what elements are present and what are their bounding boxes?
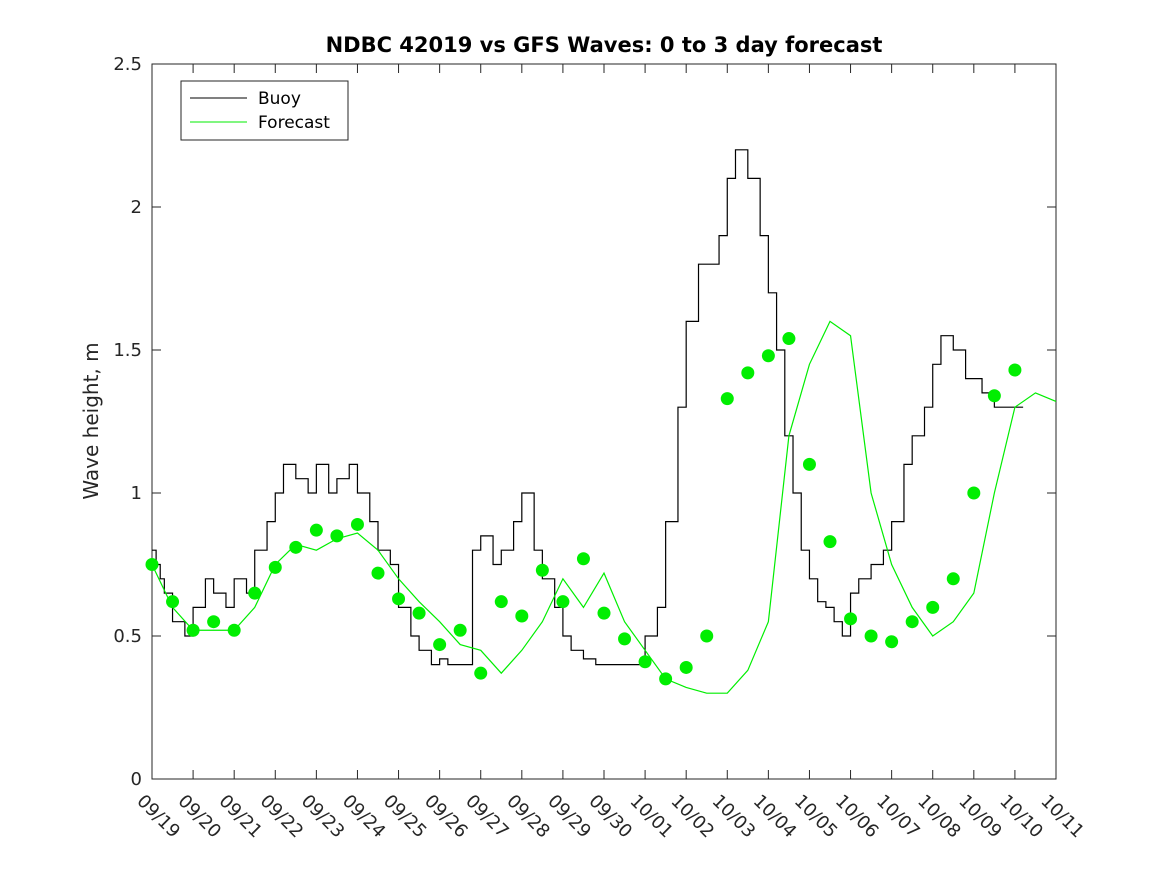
- x-tick-label: 10/07: [872, 791, 924, 843]
- forecast-marker: [494, 595, 508, 609]
- x-tick-label: 10/06: [831, 791, 883, 843]
- x-tick-label: 10/11: [1036, 791, 1088, 843]
- x-tick-label: 10/05: [790, 791, 842, 843]
- forecast-marker: [597, 606, 611, 620]
- x-tick-label: 09/29: [543, 791, 595, 843]
- forecast-marker: [967, 486, 981, 500]
- x-tick-label: 10/09: [954, 791, 1006, 843]
- forecast-marker: [905, 615, 919, 629]
- forecast-marker: [453, 623, 467, 637]
- forecast-marker: [1008, 363, 1022, 377]
- forecast-marker: [679, 660, 693, 674]
- forecast-marker: [433, 638, 447, 652]
- series-layer: [151, 149, 1057, 694]
- y-axis-label: Wave height, m: [79, 342, 103, 499]
- x-tick-label: 09/21: [215, 791, 267, 843]
- forecast-marker: [638, 655, 652, 669]
- legend-buoy-label: Buoy: [258, 89, 301, 109]
- legend: Buoy Forecast: [180, 80, 349, 141]
- forecast-marker: [720, 392, 734, 406]
- y-axis-ticks: 0 0.5 1 1.5 2 2.5: [113, 54, 1056, 790]
- forecast-marker: [392, 592, 406, 606]
- x-tick-label: 09/22: [256, 791, 308, 843]
- y-tick-label: 1.5: [113, 340, 142, 361]
- forecast-marker: [659, 672, 673, 686]
- x-tick-label: 09/30: [584, 791, 636, 843]
- x-tick-label: 10/10: [995, 791, 1047, 843]
- forecast-marker: [248, 586, 262, 600]
- x-tick-label: 10/02: [667, 791, 719, 843]
- forecast-marker: [371, 566, 385, 580]
- forecast-marker: [515, 609, 529, 623]
- legend-forecast-label: Forecast: [258, 113, 330, 133]
- forecast-marker: [330, 529, 344, 543]
- forecast-marker: [864, 629, 878, 643]
- forecast-marker: [556, 595, 570, 609]
- forecast-marker: [987, 389, 1001, 403]
- forecast-marker: [227, 623, 241, 637]
- forecast-marker: [823, 535, 837, 549]
- forecast-marker: [166, 595, 180, 609]
- y-tick-label: 1: [131, 483, 142, 504]
- forecast-marker: [350, 517, 364, 531]
- x-tick-label: 09/23: [297, 791, 349, 843]
- y-tick-label: 2: [131, 197, 142, 218]
- forecast-marker: [618, 632, 632, 646]
- forecast-marker: [700, 629, 714, 643]
- chart-title: NDBC 42019 vs GFS Waves: 0 to 3 day fore…: [326, 33, 883, 57]
- x-tick-label: 09/28: [502, 791, 554, 843]
- forecast-marker: [145, 558, 159, 571]
- marker-layer: [145, 332, 1022, 686]
- x-tick-label: 10/04: [749, 791, 801, 843]
- forecast-marker: [761, 349, 775, 363]
- x-tick-label: 10/03: [708, 791, 760, 843]
- series-buoy-line: [152, 149, 1024, 666]
- forecast-marker: [474, 666, 488, 680]
- forecast-marker: [926, 600, 940, 614]
- forecast-marker: [741, 366, 755, 380]
- forecast-marker: [535, 563, 549, 577]
- y-tick-label: 0.5: [113, 626, 142, 647]
- y-tick-label: 2.5: [113, 54, 142, 75]
- y-tick-label: 0: [131, 769, 142, 790]
- forecast-marker: [946, 572, 960, 586]
- forecast-marker: [309, 523, 323, 537]
- forecast-marker: [782, 332, 796, 346]
- forecast-marker: [268, 560, 282, 574]
- series-forecast-line: [151, 320, 1057, 694]
- forecast-marker: [289, 540, 303, 554]
- x-tick-label: 09/27: [461, 791, 513, 843]
- x-tick-label: 10/08: [913, 791, 965, 843]
- x-tick-label: 09/26: [420, 791, 472, 843]
- forecast-marker: [844, 612, 858, 626]
- forecast-marker: [207, 615, 221, 629]
- x-tick-label: 10/01: [626, 791, 678, 843]
- forecast-marker: [186, 623, 200, 637]
- x-tick-label: 09/20: [174, 791, 226, 843]
- x-tick-label: 09/24: [338, 791, 390, 843]
- forecast-marker: [802, 457, 816, 471]
- forecast-marker: [412, 606, 426, 620]
- forecast-marker: [576, 552, 590, 566]
- x-tick-label: 09/25: [379, 791, 431, 843]
- plot-area: [151, 63, 1057, 780]
- x-tick-label: 09/19: [132, 791, 184, 843]
- forecast-marker: [885, 635, 899, 649]
